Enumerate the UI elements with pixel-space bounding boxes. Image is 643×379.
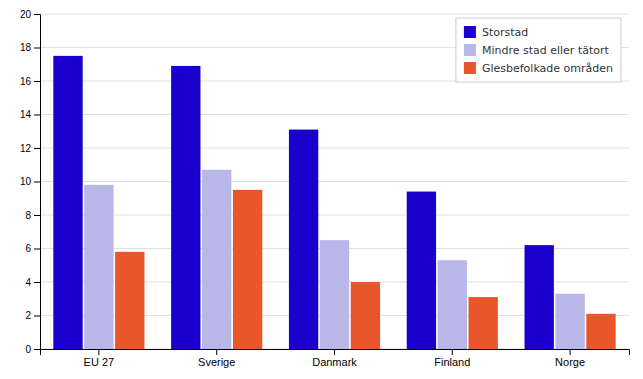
y-tick-mark — [34, 349, 40, 350]
y-tick: 16 — [20, 76, 40, 87]
y-tick-mark — [34, 182, 40, 183]
y-tick-mark — [34, 215, 40, 216]
x-tick-label: EU 27 — [84, 356, 115, 368]
y-tick: 18 — [20, 42, 40, 53]
y-tick: 2 — [25, 310, 40, 321]
y-tick-label: 8 — [25, 210, 31, 221]
bar — [171, 66, 200, 349]
plot: 0 2 4 6 8 10 12 14 16 18 20 EU 27 Sverige Danmark Finl… — [20, 9, 630, 368]
bar — [84, 185, 113, 349]
y-tick-label: 18 — [20, 42, 32, 53]
bar — [233, 190, 262, 349]
bar-series — [115, 190, 616, 349]
bar-series — [84, 170, 585, 349]
x-tick-label: Norge — [555, 356, 585, 368]
y-tick: 20 — [20, 9, 40, 20]
x-axis: EU 27 Sverige Danmark Finland Norge — [41, 349, 630, 368]
x-tick: Sverige — [198, 349, 235, 368]
y-tick-mark — [34, 14, 40, 15]
x-tick-mark — [334, 349, 335, 355]
x-tick: EU 27 — [84, 349, 115, 368]
legend: Storstad Mindre stad eller tätort Glesbefo… — [456, 18, 621, 82]
x-tick-mark — [570, 349, 571, 355]
grid — [40, 14, 629, 349]
grid-line — [40, 181, 629, 182]
chart: 0 2 4 6 8 10 12 14 16 18 20 EU 27 Sverige Danmark Finl… — [0, 0, 643, 379]
bar — [438, 260, 467, 349]
bar — [115, 252, 144, 349]
y-tick-mark — [34, 282, 40, 283]
legend-label: Storstad — [482, 26, 528, 39]
y-tick-mark — [34, 148, 40, 149]
legend-item: Mindre stad eller tätort — [464, 44, 610, 57]
y-tick: 8 — [25, 210, 40, 221]
bar — [320, 240, 349, 349]
y-tick-label: 16 — [20, 76, 32, 87]
grid-line — [40, 14, 629, 15]
grid-line — [40, 114, 629, 115]
x-tick-label: Finland — [434, 356, 470, 368]
x-tick: Danmark — [312, 349, 357, 368]
y-tick: 0 — [25, 344, 40, 355]
y-tick: 10 — [20, 176, 40, 187]
grid-line — [40, 215, 629, 216]
x-axis-line — [41, 350, 630, 356]
y-tick-label: 2 — [25, 310, 31, 321]
legend-swatch — [464, 44, 476, 56]
bar — [351, 282, 380, 349]
y-tick: 4 — [25, 277, 40, 288]
y-tick-label: 20 — [20, 9, 32, 20]
y-tick-label: 4 — [25, 277, 31, 288]
x-tick-mark — [98, 349, 99, 355]
x-tick-mark — [216, 349, 217, 355]
bar — [469, 297, 498, 349]
bar — [202, 170, 231, 349]
x-tick: Norge — [555, 349, 585, 368]
legend-frame — [456, 18, 621, 82]
bar — [407, 192, 436, 349]
bar — [525, 245, 554, 349]
legend-label: Mindre stad eller tätort — [482, 44, 610, 57]
y-axis-line — [34, 15, 41, 350]
y-tick-mark — [34, 249, 40, 250]
x-tick-mark — [452, 349, 453, 355]
legend-swatch — [464, 62, 476, 74]
x-tick-label: Danmark — [312, 356, 357, 368]
bar — [53, 56, 82, 349]
y-tick-mark — [34, 115, 40, 116]
y-tick: 14 — [20, 109, 40, 120]
bars — [53, 56, 615, 349]
y-axis: 0 2 4 6 8 10 12 14 16 18 20 — [20, 9, 41, 355]
y-tick-label: 12 — [20, 143, 32, 154]
x-tick: Finland — [434, 349, 470, 368]
bar — [289, 130, 318, 349]
bar-series — [53, 56, 554, 349]
y-tick-mark — [34, 316, 40, 317]
bar — [586, 314, 615, 349]
y-tick-mark — [34, 81, 40, 82]
legend-label: Glesbefolkade områden — [482, 62, 613, 75]
legend-item: Storstad — [464, 26, 528, 39]
y-tick-label: 10 — [20, 176, 32, 187]
y-tick-mark — [34, 48, 40, 49]
x-tick-label: Sverige — [198, 356, 235, 368]
grid-line — [40, 148, 629, 149]
bar — [555, 294, 584, 349]
y-tick-label: 6 — [25, 243, 31, 254]
y-tick: 6 — [25, 243, 40, 254]
legend-item: Glesbefolkade områden — [464, 62, 613, 75]
y-tick: 12 — [20, 143, 40, 154]
legend-swatch — [464, 26, 476, 38]
y-tick-label: 14 — [20, 109, 32, 120]
y-tick-label: 0 — [25, 344, 31, 355]
